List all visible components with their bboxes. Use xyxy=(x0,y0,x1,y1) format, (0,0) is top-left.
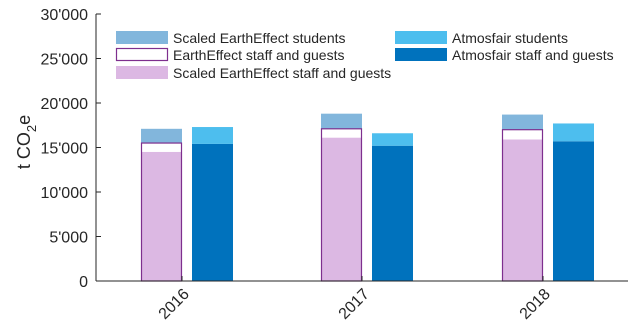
y-tick-label-25000: 25'000 xyxy=(40,52,88,69)
bars-layer xyxy=(140,113,594,282)
x-tick-label-year-2017: 2017 xyxy=(336,286,373,323)
y-tick-label-0: 0 xyxy=(79,274,88,291)
bar-atmosfair-students-year-2018 xyxy=(553,123,594,142)
bar-scaled-eartheffect-staff-year-2016 xyxy=(141,151,182,281)
legend-label-eartheffect-staff-and-guests: EarthEffect staff and guests xyxy=(173,47,344,63)
legend-label-atmosfair-students: Atmosfair students xyxy=(452,30,568,46)
legend-label-scaled-eartheffect-staff-and-guests: Scaled EarthEffect staff and guests xyxy=(173,65,391,81)
legend-swatch-scaled-eartheffect-students xyxy=(116,31,168,44)
y-tick-label-30000: 30'000 xyxy=(40,7,88,24)
bar-scaled-eartheffect-students-year-2017 xyxy=(321,113,362,129)
y-tick-label-5000: 5'000 xyxy=(49,230,88,247)
y-tick-label-10000: 10'000 xyxy=(40,185,88,202)
y-axis-label: t CO2e xyxy=(14,115,39,169)
x-tick-label-year-2018: 2018 xyxy=(517,286,554,323)
bar-scaled-eartheffect-students-year-2016 xyxy=(141,128,182,144)
bar-atmosfair-staff-year-2018 xyxy=(553,141,594,281)
bar-scaled-eartheffect-staff-year-2018 xyxy=(502,139,543,281)
legend-swatch-atmosfair-staff-and-guests xyxy=(395,48,447,61)
y-axis-label-main: t CO xyxy=(14,132,34,169)
legend-swatch-atmosfair-students xyxy=(395,31,447,44)
y-tick-label-15000: 15'000 xyxy=(40,141,88,158)
y-axis-label-subscript: 2 xyxy=(24,125,39,132)
bar-scaled-eartheffect-staff-year-2017 xyxy=(321,137,362,281)
bar-atmosfair-staff-year-2017 xyxy=(372,145,413,281)
bar-atmosfair-students-year-2017 xyxy=(372,133,413,146)
bar-atmosfair-staff-year-2016 xyxy=(192,143,233,281)
legend-label-atmosfair-staff-and-guests: Atmosfair staff and guests xyxy=(452,47,614,63)
legend-swatch-scaled-eartheffect-staff-and-guests xyxy=(116,66,168,79)
bar-scaled-eartheffect-students-year-2018 xyxy=(502,114,543,130)
bar-atmosfair-students-year-2016 xyxy=(192,127,233,144)
y-axis-label-suffix: e xyxy=(14,115,34,125)
legend-label-scaled-eartheffect-students: Scaled EarthEffect students xyxy=(173,30,346,46)
legend-background xyxy=(110,24,610,86)
x-tick-label-year-2016: 2016 xyxy=(156,286,193,323)
y-tick-label-20000: 20'000 xyxy=(40,96,88,113)
legend-swatch-eartheffect-staff-and-guests xyxy=(115,47,169,62)
